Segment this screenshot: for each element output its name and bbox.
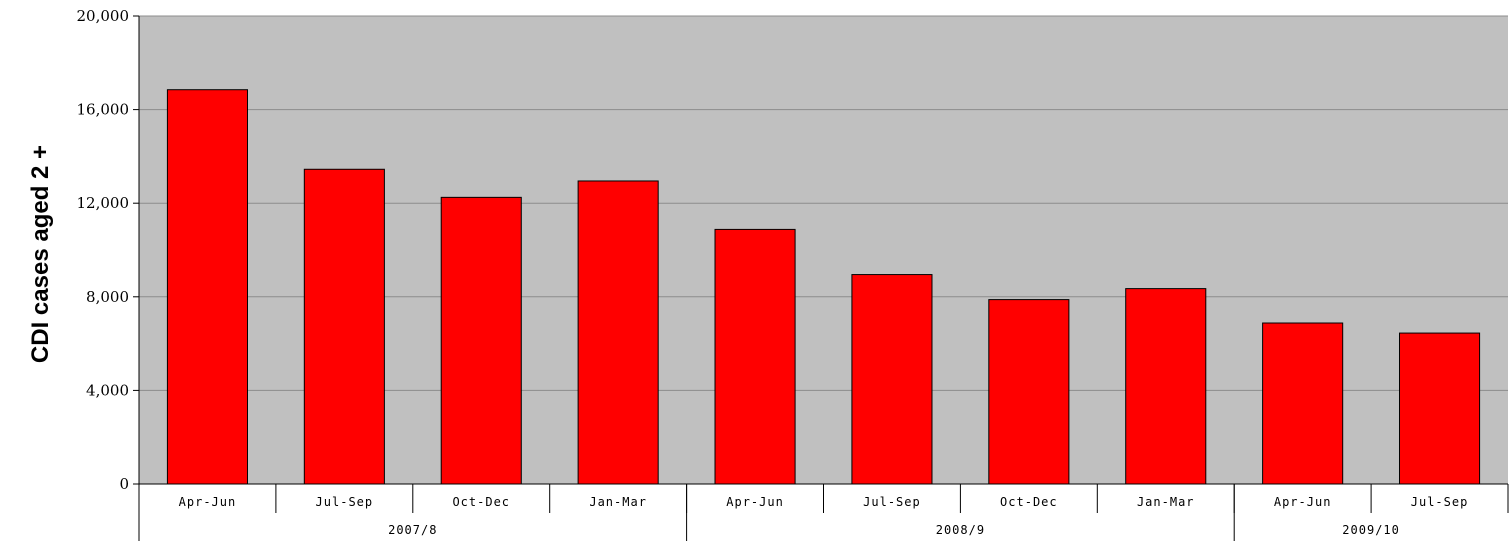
x-tick-label: Jul-Sep — [316, 495, 374, 509]
bar — [714, 228, 796, 485]
x-group-label: 2007/8 — [388, 523, 437, 537]
x-tick-label: Oct-Dec — [452, 495, 510, 509]
x-tick-label: Apr-Jun — [179, 495, 237, 509]
x-tick-labels: Apr-Jun Jul-Sep Oct-Dec Jan-Mar Apr-Jun Jul-S… — [179, 495, 1469, 509]
y-axis-label: CDI cases aged 2 + — [27, 145, 54, 363]
bar — [166, 89, 248, 485]
x-group-label: 2008/9 — [936, 523, 985, 537]
bars — [166, 89, 1481, 485]
y-tick-label: 8,000 — [86, 288, 129, 306]
x-tick-label: Oct-Dec — [1000, 495, 1058, 509]
y-tick-label: 4,000 — [86, 381, 129, 399]
y-tick-label: 0 — [119, 475, 129, 493]
x-tick-label: Jul-Sep — [863, 495, 921, 509]
x-tick-label: Jan-Mar — [1137, 495, 1195, 509]
bar — [1262, 322, 1344, 485]
y-tick-labels: 0 4,000 8,000 12,000 16,000 20,000 — [77, 7, 130, 493]
bar — [303, 168, 385, 485]
x-tick-label: Apr-Jun — [1274, 495, 1332, 509]
bar — [1399, 332, 1481, 485]
x-tick-label: Jul-Sep — [1411, 495, 1469, 509]
x-group-label: 2009/10 — [1342, 523, 1400, 537]
y-tick-label: 20,000 — [77, 7, 130, 25]
bar — [577, 180, 659, 485]
bar — [1125, 288, 1207, 485]
x-group-labels: 2007/8 2008/9 2009/10 — [388, 523, 1400, 537]
axes — [133, 15, 1509, 541]
x-tick-label: Apr-Jun — [726, 495, 784, 509]
y-tick-label: 16,000 — [77, 101, 130, 119]
x-tick-label: Jan-Mar — [589, 495, 647, 509]
bar — [851, 274, 933, 485]
bar — [988, 299, 1070, 485]
y-tick-label: 12,000 — [77, 194, 130, 212]
bar — [440, 196, 522, 485]
